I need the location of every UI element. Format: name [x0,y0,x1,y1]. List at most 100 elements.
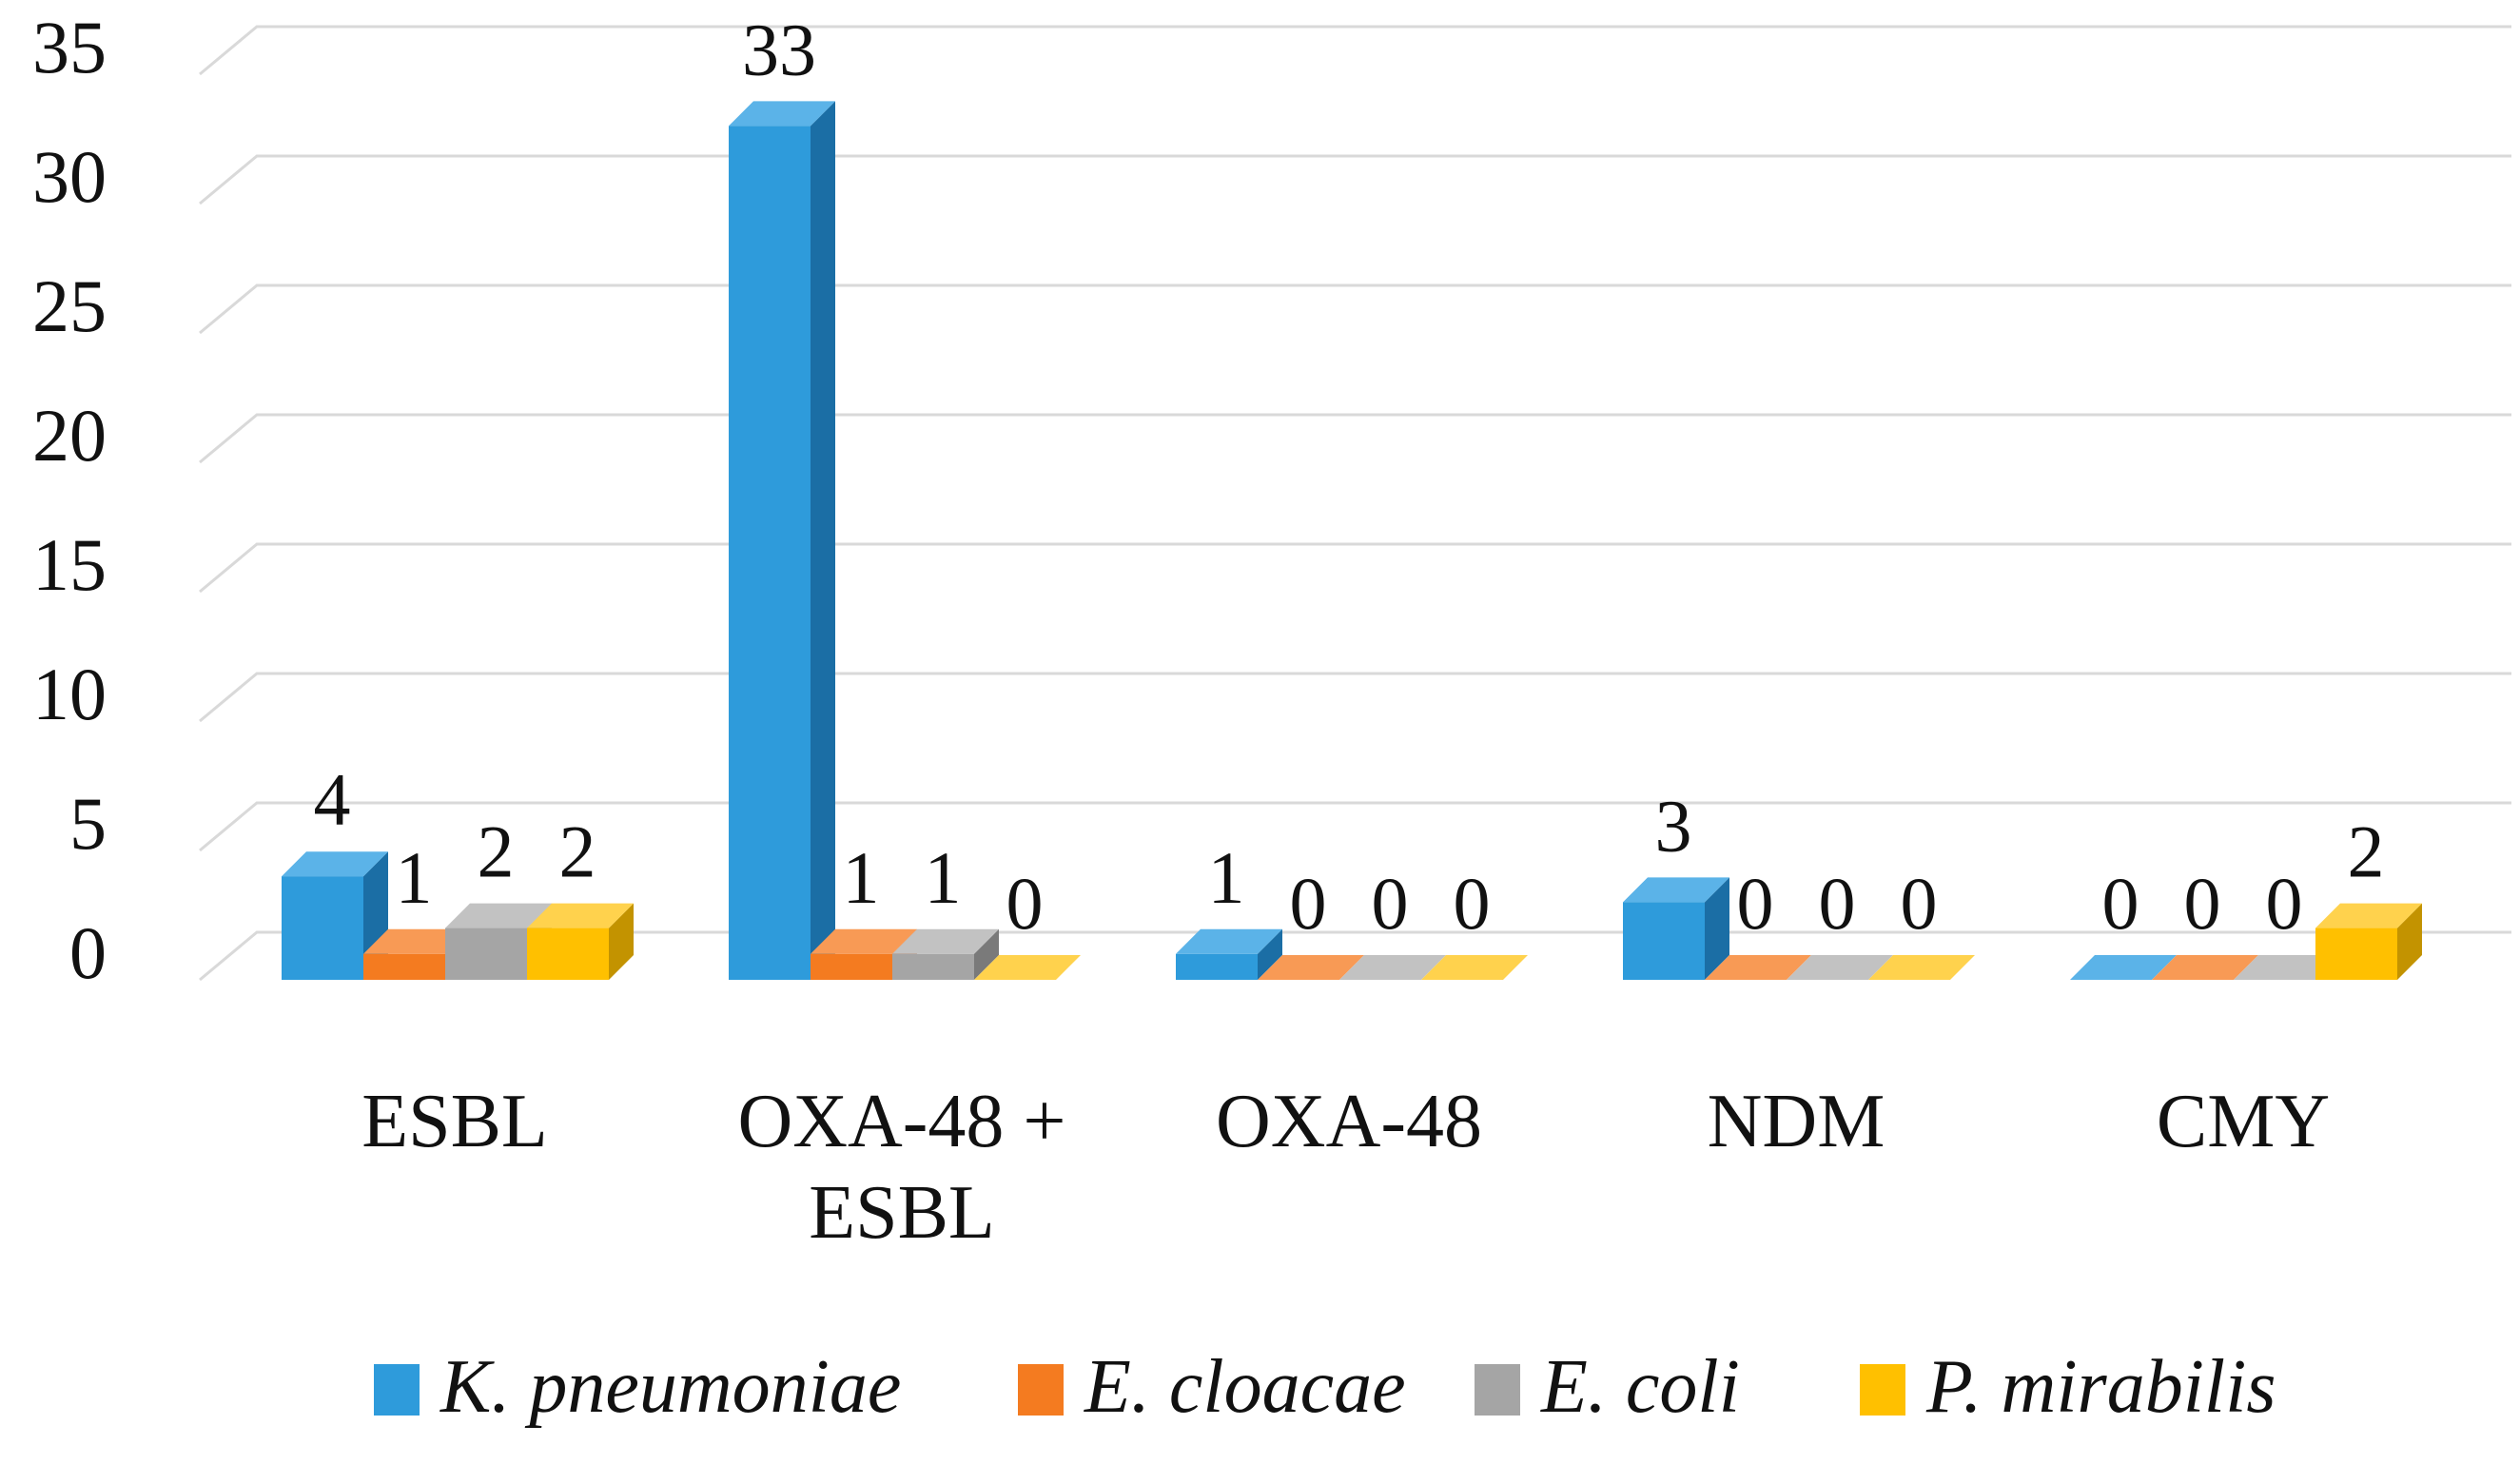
bar-top [892,928,999,954]
data-label: 1 [396,836,433,919]
category-label: ESBL [361,1080,548,1163]
data-label: 0 [1006,862,1044,945]
category-label: CMY [2157,1080,2330,1163]
data-label: 0 [1901,862,1938,945]
legend-item: P. mirabilis [1860,1345,2276,1429]
legend-swatch [1475,1364,1520,1416]
bar [1176,928,1282,980]
bar-top [1787,955,1893,980]
gridline [199,413,2511,464]
data-label: 0 [2184,862,2221,945]
bar-front [282,876,363,980]
y-tick-label: 35 [32,6,107,88]
data-label: 1 [1208,836,1245,919]
legend: K. pneumoniae E. cloacae E. coli P. mirabil… [374,1345,2276,1429]
bar-top [1176,928,1282,954]
bar-top [811,928,917,954]
bar-top [282,851,388,877]
y-tick-label: 5 [69,782,107,865]
bar-top [974,955,1081,980]
bar [729,101,835,980]
legend-label: P. mirabilis [1925,1345,2276,1429]
bar-front [811,953,892,980]
y-tick-label: 10 [32,653,107,735]
data-label: 0 [2266,862,2303,945]
bar-side [609,903,634,980]
bar-front [892,953,974,980]
data-label: 0 [1290,862,1327,945]
gridline [199,154,2511,205]
data-label: 0 [1737,862,1774,945]
bar [1868,955,1975,980]
y-axis-ticks: 0 5 10 15 20 25 30 35 [32,6,107,994]
bar-side [1705,877,1729,980]
data-label: 2 [478,810,515,893]
bar [974,955,1081,980]
data-label: 2 [2348,810,2385,893]
bar [1787,955,1893,980]
bar-top [445,903,552,928]
bar-side [811,101,835,980]
gridline [199,25,2511,76]
data-label: 0 [1372,862,1409,945]
bar [527,903,634,980]
gridline [199,283,2511,335]
y-tick-label: 0 [69,911,107,994]
bar-top [2234,955,2340,980]
data-label: 0 [1454,862,1491,945]
data-label: 0 [2102,862,2139,945]
legend-swatch [1860,1364,1905,1416]
bar-side [1258,928,1282,980]
data-label: 1 [925,836,962,919]
bar-side [2397,903,2422,980]
bar-top [1421,955,1528,980]
category-label: OXA-48 + ESBL [737,1080,1065,1255]
bar-front [527,928,609,980]
bar-top [1705,955,1811,980]
category-label: NDM [1708,1080,1885,1163]
bar-top [363,928,470,954]
bar-top [1339,955,1446,980]
bar [1623,877,1729,980]
bar-front [445,928,527,980]
bar-top [527,903,634,928]
bar-top [729,101,835,127]
legend-item: E. coli [1475,1345,1740,1429]
gridline [199,672,2511,723]
bar [1421,955,1528,980]
data-label: 33 [742,8,816,90]
gridline [199,542,2511,594]
bar-top [1868,955,1975,980]
legend-swatch [374,1364,420,1416]
data-label: 3 [1655,784,1692,867]
gridlines [199,25,2511,982]
legend-label: E. cloacae [1084,1345,1406,1429]
data-label: 2 [559,810,596,893]
category-label: OXA-48 [1216,1080,1482,1163]
bar-top [2152,955,2258,980]
data-label: 0 [1819,862,1856,945]
y-tick-label: 25 [32,264,107,347]
y-tick-label: 20 [32,394,107,477]
bar [1705,955,1811,980]
bar [2152,955,2258,980]
legend-label: K. pneumoniae [440,1345,901,1429]
gridline [199,801,2511,852]
legend-item: K. pneumoniae [374,1345,901,1429]
y-tick-label: 30 [32,135,107,218]
legend-item: E. cloacae [1018,1345,1406,1429]
bar [2070,955,2177,980]
bar-front [729,126,811,980]
bar-front [1623,902,1705,980]
x-axis-categories: ESBL OXA-48 + ESBL OXA-48 NDM CMY [361,1080,2330,1255]
bar [1339,955,1446,980]
bar [2234,955,2340,980]
legend-label: E. coli [1540,1345,1740,1429]
bar-front [363,953,445,980]
legend-swatch [1018,1364,1064,1416]
bar [1258,955,1364,980]
y-tick-label: 15 [32,523,107,606]
bar-top [1258,955,1364,980]
